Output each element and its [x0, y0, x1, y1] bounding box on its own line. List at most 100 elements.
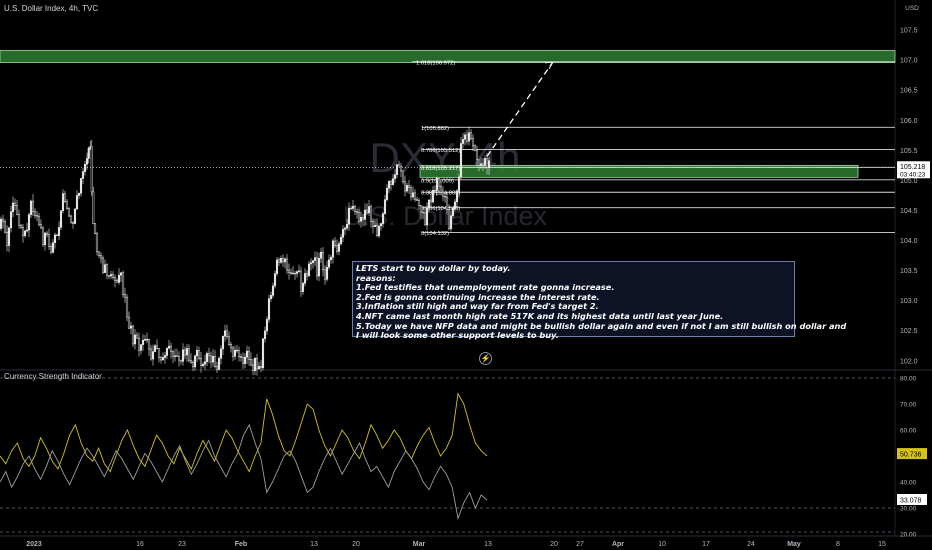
candle-body — [347, 207, 351, 225]
candle-body — [239, 356, 243, 358]
candle-body — [29, 200, 33, 215]
candle-body — [207, 353, 211, 357]
time-axis-tick: Feb — [235, 541, 247, 548]
time-axis-tick: 13 — [484, 541, 492, 548]
time-axis-tick: 8 — [836, 541, 840, 548]
candle-body — [313, 257, 317, 261]
candle-body — [341, 229, 345, 238]
note-line: 4.NFT came last month high rate 517K and… — [356, 310, 724, 321]
candle-body — [335, 245, 339, 252]
candle-body — [225, 330, 229, 338]
candle-body — [117, 274, 121, 283]
fib-level-label: 0.382(104.803) — [421, 191, 460, 197]
candle-body — [119, 272, 123, 276]
candle-body — [425, 207, 429, 226]
candle-body — [197, 350, 201, 359]
candle-body — [243, 356, 247, 364]
candle-body — [93, 223, 97, 234]
candle-body — [35, 215, 39, 217]
note-line: 1.Fed testifies that unemployment rate g… — [356, 282, 615, 293]
candle-body — [71, 222, 75, 224]
annotation-note[interactable]: LETS start to buy dollar by today. reaso… — [352, 261, 847, 340]
candle-body — [435, 178, 439, 191]
candle-body — [351, 206, 355, 209]
candle-body — [77, 193, 81, 196]
candle-body — [1, 218, 5, 222]
candle-body — [487, 160, 491, 168]
candle-body — [461, 139, 465, 144]
candle-body — [159, 357, 163, 361]
candle-body — [373, 225, 377, 228]
candle-body — [443, 195, 447, 198]
candle-body — [291, 272, 295, 275]
time-axis-tick: 16 — [136, 541, 144, 548]
candle-body — [195, 350, 199, 357]
candle-body — [5, 231, 9, 246]
candle-body — [135, 334, 139, 339]
candle-body — [283, 258, 287, 263]
candle-body — [47, 234, 51, 247]
candles — [0, 126, 491, 376]
candle-body — [327, 259, 331, 268]
time-axis-tick: 17 — [702, 541, 710, 548]
candle-body — [65, 201, 69, 209]
candle-body — [169, 345, 173, 352]
candle-body — [397, 164, 401, 167]
candle-body — [129, 325, 133, 329]
candle-body — [219, 348, 223, 359]
candle-body — [257, 366, 261, 370]
candle-body — [61, 193, 65, 211]
support-zone — [419, 164, 859, 178]
candle-body — [277, 259, 281, 263]
candle-body — [85, 158, 89, 165]
price-axis-tick: 106.0 — [900, 118, 918, 125]
candle-body — [481, 163, 485, 166]
candle-body — [463, 134, 467, 140]
candle-body — [115, 280, 119, 283]
candle-body — [331, 240, 335, 258]
candle-body — [353, 206, 357, 212]
lightning-icon[interactable]: ⚡ — [479, 352, 492, 365]
candle-body — [447, 209, 451, 230]
candle-body — [11, 202, 15, 212]
candle-body — [465, 134, 469, 142]
indicator-axis-tick: 80.00 — [900, 376, 917, 383]
time-axis-tick: 13 — [310, 541, 318, 548]
candle-body — [113, 277, 117, 281]
note-line: 5.Today we have NFP data and might be bu… — [356, 320, 847, 331]
fib-level-label: 0.618(105.217) — [421, 166, 460, 172]
candle-body — [365, 209, 369, 214]
candle-body — [181, 349, 185, 362]
candle-body — [95, 233, 99, 253]
candle-body — [53, 234, 57, 243]
candle-body — [333, 240, 337, 246]
note-line: 2.Fed is gonna continuing increase the i… — [356, 291, 600, 302]
candle-body — [99, 255, 103, 259]
candle-body — [471, 138, 475, 147]
candle-body — [247, 350, 251, 360]
candle-body — [139, 344, 143, 351]
candle-body — [15, 205, 19, 215]
projection-arrow — [486, 61, 554, 157]
candle-body — [297, 270, 301, 272]
candle-body — [201, 363, 205, 366]
candle-body — [455, 190, 459, 203]
price-axis-currency: USD — [905, 5, 919, 12]
candle-body — [451, 207, 455, 216]
candle-body — [321, 251, 325, 271]
candle-body — [17, 214, 21, 226]
candle-body — [97, 251, 101, 256]
candle-body — [309, 262, 313, 265]
indicator-axis-tick: 30.00 — [900, 506, 917, 513]
candle-body — [149, 348, 153, 360]
candle-body — [229, 344, 233, 349]
candle-body — [189, 359, 193, 363]
candle-body — [57, 227, 61, 236]
time-axis-tick: Apr — [612, 541, 624, 548]
candle-body — [173, 355, 177, 357]
candle-body — [143, 339, 147, 341]
candle-body — [63, 193, 67, 203]
candle-body — [167, 345, 171, 349]
candle-body — [473, 145, 477, 152]
last-price-badge — [897, 161, 930, 179]
